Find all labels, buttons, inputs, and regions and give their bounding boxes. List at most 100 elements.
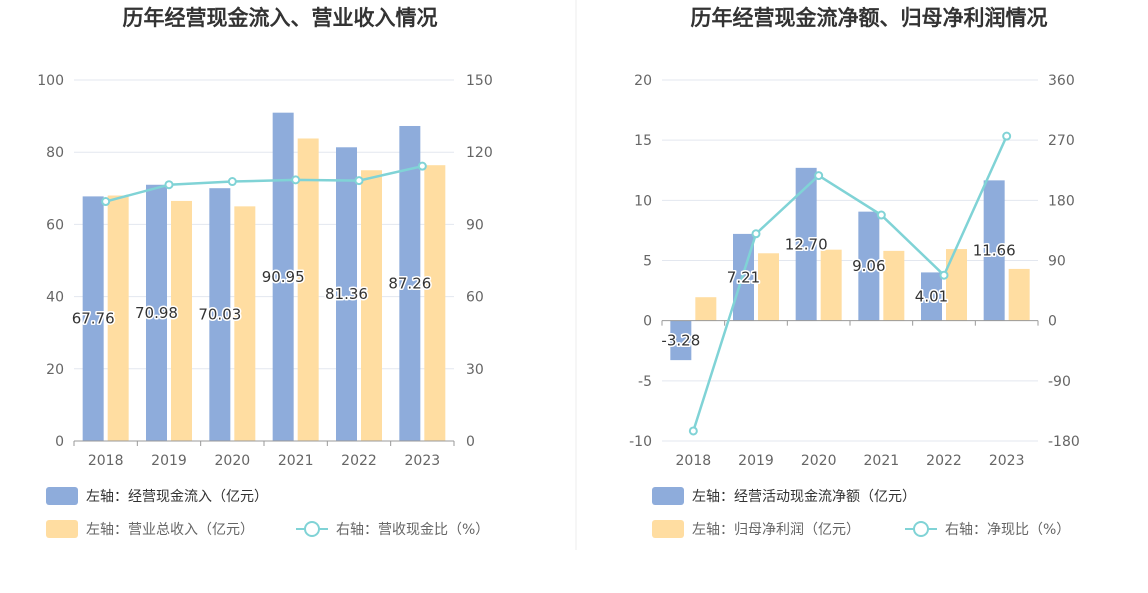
left-axis-tick-label: -5 bbox=[638, 374, 652, 390]
x-axis-tick-label: 2018 bbox=[676, 453, 712, 469]
ratio-point bbox=[1002, 131, 1012, 141]
ratio-point bbox=[227, 177, 237, 187]
x-axis-tick-label: 2022 bbox=[341, 453, 377, 469]
bar-secondary bbox=[1008, 268, 1030, 321]
ratio-point bbox=[814, 171, 824, 181]
bar-main bbox=[209, 188, 231, 441]
right-axis-tick-label: 150 bbox=[466, 73, 493, 89]
bar-main bbox=[858, 211, 880, 321]
bar-main bbox=[670, 320, 692, 361]
bar-main bbox=[272, 112, 294, 441]
bar-main bbox=[336, 147, 357, 441]
bar-main bbox=[146, 184, 167, 441]
legend-swatch-main bbox=[46, 487, 78, 505]
bar-secondary bbox=[820, 249, 842, 321]
bar-main bbox=[921, 272, 942, 321]
chart-title: 历年经营现金流入、营业收入情况 bbox=[123, 6, 438, 30]
x-axis-tick-label: 2020 bbox=[801, 453, 837, 469]
right-axis-tick-label: 90 bbox=[1048, 254, 1066, 270]
x-axis-tick-label: 2023 bbox=[405, 453, 441, 469]
left-axis-tick-label: 20 bbox=[634, 73, 652, 89]
left-axis-tick-label: 20 bbox=[46, 362, 64, 378]
right-axis-tick-label: 360 bbox=[1048, 73, 1075, 89]
x-axis-tick-label: 2021 bbox=[278, 453, 314, 469]
legend-swatch-main bbox=[652, 487, 684, 505]
bar-main bbox=[983, 180, 1005, 321]
bar-data-label: 4.01 bbox=[915, 288, 948, 306]
right-axis-tick-label: 120 bbox=[466, 145, 493, 161]
left-axis-tick-label: 10 bbox=[634, 193, 652, 209]
bar-data-label: 90.95 bbox=[262, 268, 305, 286]
bar-data-label: 81.36 bbox=[325, 285, 368, 303]
bar-data-label: 7.21 bbox=[727, 268, 760, 286]
legend-line-marker bbox=[304, 521, 320, 537]
ratio-point bbox=[751, 229, 761, 239]
ratio-point bbox=[688, 426, 698, 436]
bar-secondary bbox=[946, 249, 967, 321]
bar-data-label: 70.98 bbox=[135, 304, 178, 322]
right-axis-tick-label: 270 bbox=[1048, 133, 1075, 149]
right-axis-tick-label: 60 bbox=[466, 290, 484, 306]
left-axis-tick-label: 60 bbox=[46, 217, 64, 233]
ratio-point bbox=[354, 176, 364, 186]
bar-data-label: 12.70 bbox=[785, 235, 828, 253]
left-axis-tick-label: 15 bbox=[634, 133, 652, 149]
bar-secondary bbox=[424, 165, 446, 442]
bar-secondary bbox=[107, 195, 129, 441]
legend-swatch-secondary bbox=[652, 520, 684, 538]
left-axis-tick-label: 0 bbox=[55, 434, 64, 450]
ratio-point bbox=[876, 210, 886, 220]
bar-secondary bbox=[234, 206, 256, 441]
left-axis-tick-label: -10 bbox=[629, 434, 652, 450]
ratio-point bbox=[939, 270, 949, 280]
bar-secondary bbox=[695, 297, 717, 321]
left-axis-tick-label: 5 bbox=[643, 254, 652, 270]
chart-title: 历年经营现金流净额、归母净利润情况 bbox=[691, 6, 1048, 30]
bar-main bbox=[82, 196, 104, 441]
x-axis-tick-label: 2019 bbox=[738, 453, 774, 469]
bar-secondary bbox=[758, 253, 779, 321]
bar-secondary bbox=[361, 170, 382, 441]
chart-panel-1: 历年经营现金流入、营业收入情况 0 20 40 60 80 100 0 30 60 90 120 150… bbox=[37, 6, 493, 538]
legend-label-main: 左轴：经营活动现金流净额（亿元） bbox=[692, 489, 916, 505]
legend-swatch-secondary bbox=[46, 520, 78, 538]
right-axis-tick-label: 30 bbox=[466, 362, 484, 378]
ratio-point bbox=[417, 161, 427, 171]
left-axis-tick-label: 80 bbox=[46, 145, 64, 161]
bar-secondary bbox=[883, 250, 905, 321]
x-axis-tick-label: 2021 bbox=[864, 453, 900, 469]
left-axis-tick-label: 0 bbox=[643, 314, 652, 330]
bar-data-label: 67.76 bbox=[72, 310, 115, 328]
legend-label-line: 右轴：净现比（%） bbox=[945, 522, 1070, 538]
ratio-line bbox=[105, 164, 423, 203]
bar-data-label: 87.26 bbox=[388, 274, 431, 292]
right-axis-tick-label: -180 bbox=[1048, 434, 1080, 450]
legend-label-secondary: 左轴：营业总收入（亿元） bbox=[86, 522, 254, 538]
x-axis-tick-label: 2018 bbox=[88, 453, 124, 469]
left-axis-tick-label: 100 bbox=[37, 73, 64, 89]
ratio-line bbox=[692, 135, 1008, 432]
bar-secondary bbox=[171, 200, 192, 441]
ratio-point bbox=[291, 175, 301, 185]
x-axis-tick-label: 2023 bbox=[989, 453, 1025, 469]
x-axis-tick-label: 2019 bbox=[151, 453, 187, 469]
bar-data-label: -3.28 bbox=[661, 331, 700, 349]
ratio-point bbox=[101, 197, 111, 207]
legend-label-main: 左轴：经营现金流入（亿元） bbox=[86, 489, 268, 505]
legend-line-marker bbox=[913, 521, 929, 537]
bar-data-label: 9.06 bbox=[852, 257, 885, 275]
legend-label-line: 右轴：营收现金比（%） bbox=[336, 522, 489, 538]
bar-secondary bbox=[297, 138, 319, 441]
right-axis-tick-label: 0 bbox=[1048, 314, 1057, 330]
ratio-point bbox=[164, 180, 174, 190]
chart-panel-2: 历年经营现金流净额、归母净利润情况 -10 -5 0 5 10 15 20 -180 -90 0 90… bbox=[629, 6, 1080, 538]
bar-data-label: 11.66 bbox=[973, 242, 1016, 260]
right-axis-tick-label: 180 bbox=[1048, 193, 1075, 209]
left-axis-tick-label: 40 bbox=[46, 290, 64, 306]
bar-main bbox=[795, 167, 817, 321]
x-axis-tick-label: 2020 bbox=[215, 453, 251, 469]
right-axis-tick-label: 0 bbox=[466, 434, 475, 450]
right-axis-tick-label: -90 bbox=[1048, 374, 1071, 390]
